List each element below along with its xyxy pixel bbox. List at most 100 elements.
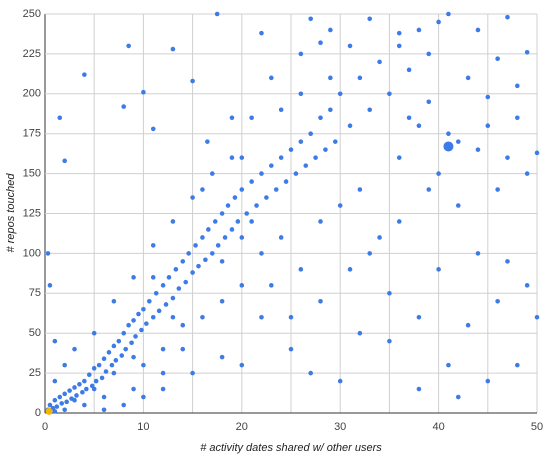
y-tick-label: 175 [23,128,41,140]
data-point [200,314,205,320]
data-point [160,283,166,288]
data-point [54,404,60,409]
data-point [436,19,441,25]
data-point [377,59,382,65]
data-point [308,16,313,22]
data-point [229,227,235,232]
data-point [156,308,162,314]
data-point [475,251,481,256]
data-point [475,27,481,33]
data-point [111,343,117,349]
data-point [45,251,51,256]
data-point [131,275,136,280]
data-point [225,203,231,208]
data-point [239,155,245,160]
data-point [244,211,250,216]
data-point [147,298,152,304]
data-point [337,91,343,97]
data-point [203,257,208,263]
x-tick-label: 10 [137,421,149,433]
data-point [347,267,353,272]
data-point [446,131,451,136]
data-point [82,72,87,77]
data-point [416,27,422,33]
data-point [534,314,540,320]
data-point [121,402,127,408]
data-point [101,394,107,400]
x-tick-label: 20 [236,421,248,433]
data-point [259,171,264,176]
y-tick-label: 0 [35,407,41,419]
data-point [67,388,72,393]
data-point [82,402,87,408]
y-tick-label: 125 [23,207,41,219]
data-point [446,362,451,368]
data-point [269,75,274,81]
data-point [209,251,215,256]
data-point [93,378,99,384]
data-point [150,314,156,320]
data-point [101,407,107,413]
data-point [219,259,225,264]
x-tick-label: 50 [531,421,543,433]
data-point [239,235,245,240]
data-point [318,298,323,304]
y-tick-label: 25 [29,367,41,379]
data-point [465,75,471,81]
data-point [106,350,112,355]
data-point [62,391,67,397]
data-point [77,381,82,387]
data-point [426,99,432,105]
data-point [278,155,284,160]
data-point [141,89,146,95]
data-point [72,397,77,403]
data-point [328,27,333,33]
data-point [57,394,63,400]
data-point [455,394,461,400]
data-point [219,298,225,304]
y-tick-label: 150 [23,168,41,180]
data-point [52,397,58,403]
data-point [119,353,125,358]
data-point [293,171,299,176]
data-point [133,334,138,339]
data-point [249,219,254,224]
data-point [278,235,284,240]
data-point [96,362,102,368]
data-point [534,150,540,156]
data-point [416,386,422,392]
x-axis-title: # activity dates shared w/ other users [200,442,382,454]
data-point [62,362,67,368]
data-point [515,83,520,89]
data-point [443,141,454,152]
data-point [144,321,149,326]
data-point [84,386,89,392]
data-point [52,409,58,414]
y-tick-label: 50 [29,327,41,339]
data-point [222,235,228,240]
data-point [62,407,67,413]
data-point [74,393,79,398]
data-point [406,115,412,121]
data-point [80,389,85,395]
data-point [193,243,198,248]
data-point [426,51,432,57]
data-point [283,179,289,184]
data-point [524,171,530,176]
data-point [455,203,461,208]
data-point [190,78,195,84]
data-point [298,51,304,57]
x-tick-label: 40 [432,421,444,433]
data-point [180,322,186,328]
data-point [72,385,77,390]
data-point [426,187,432,192]
data-point [396,43,402,49]
data-point [131,318,136,323]
data-point [288,147,294,152]
data-point [200,187,205,192]
data-point [298,267,304,272]
data-point [337,378,343,384]
y-tick-label: 75 [29,287,41,299]
data-point [396,155,402,160]
data-point [505,155,510,160]
